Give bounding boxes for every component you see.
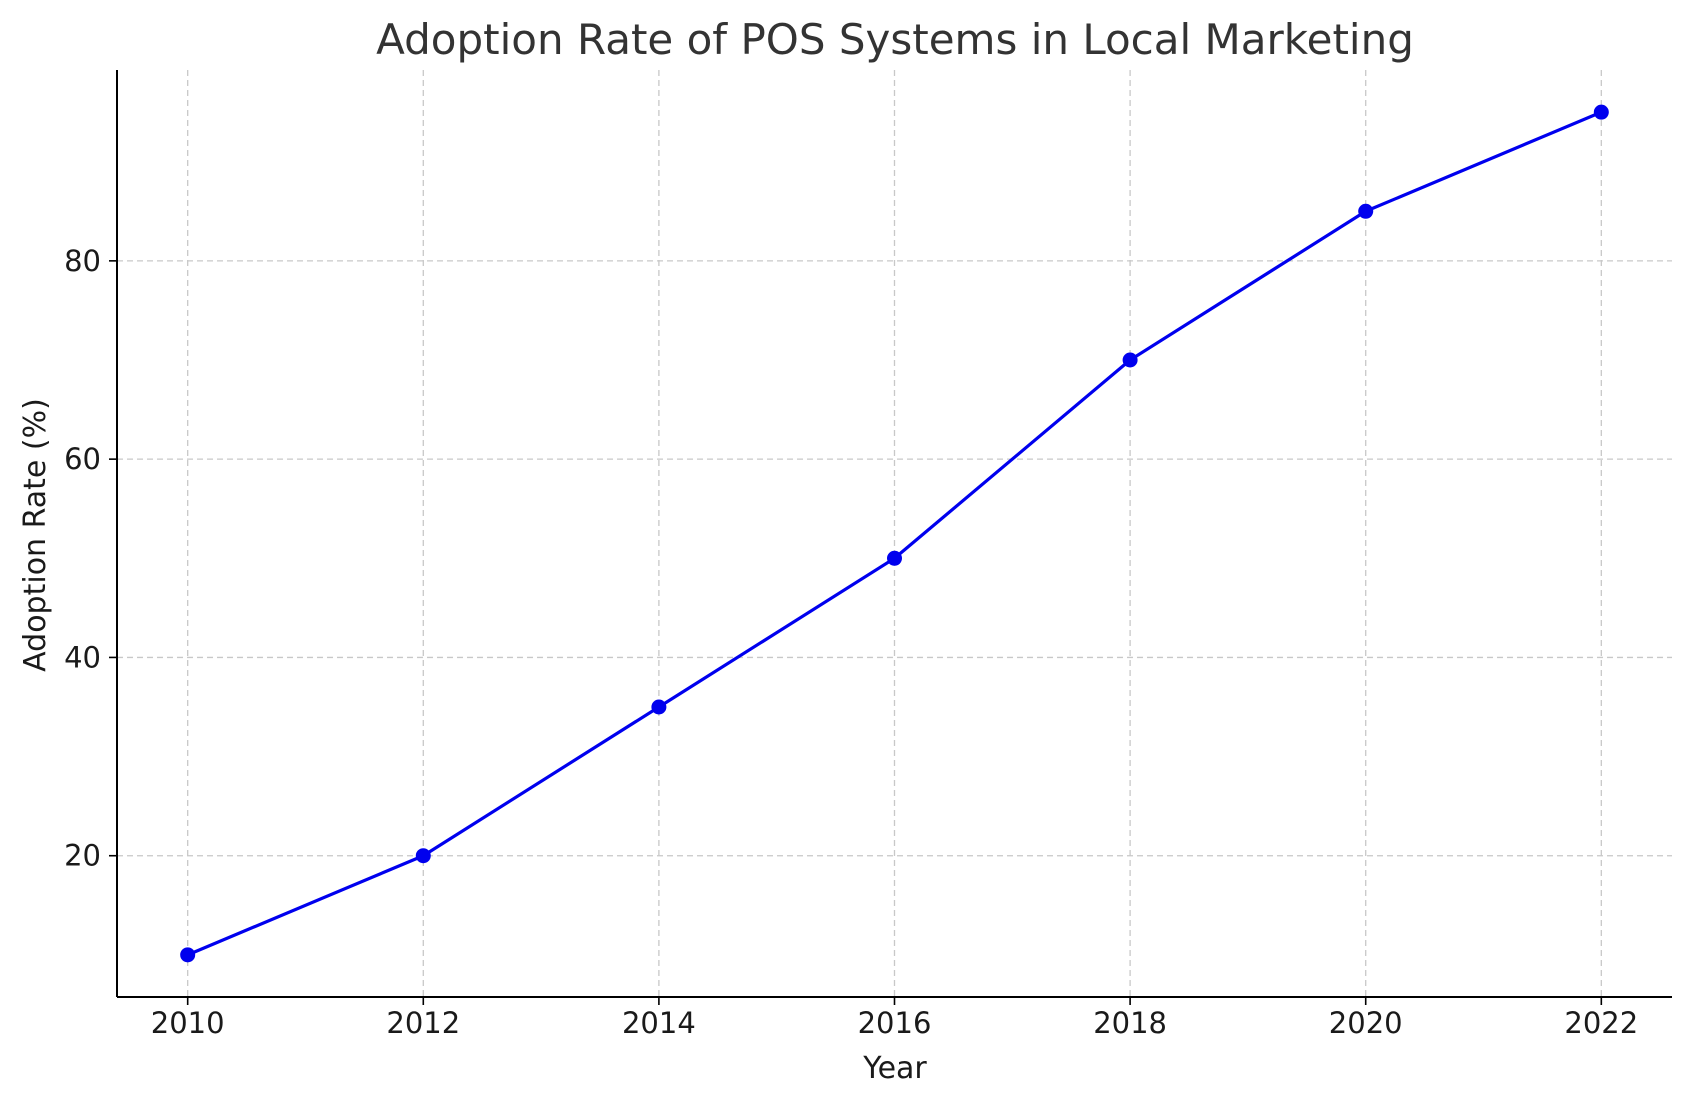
x-tick-label-2010: 2010 xyxy=(151,1006,225,1040)
x-tick-label-2018: 2018 xyxy=(1093,1006,1167,1040)
data-point-2014 xyxy=(651,699,667,715)
x-tick-label-2014: 2014 xyxy=(622,1006,696,1040)
ticks: 2010 2012 2014 2016 2018 2020 2022 20 40 60 80 xyxy=(64,244,1638,1040)
data-point-2022 xyxy=(1593,104,1609,120)
y-tick-label-20: 20 xyxy=(64,839,101,873)
y-tick-label-60: 60 xyxy=(64,442,101,476)
x-tick-label-2012: 2012 xyxy=(386,1006,460,1040)
x-tick-label-2020: 2020 xyxy=(1329,1006,1403,1040)
x-tick-label-2022: 2022 xyxy=(1564,1006,1638,1040)
y-tick-label-40: 40 xyxy=(64,640,101,674)
x-tick-label-2016: 2016 xyxy=(858,1006,932,1040)
y-axis-label: Adoption Rate (%) xyxy=(18,398,53,672)
series xyxy=(180,104,1609,963)
y-tick-label-80: 80 xyxy=(64,244,101,278)
chart-title: Adoption Rate of POS Systems in Local Ma… xyxy=(376,15,1414,64)
data-point-2012 xyxy=(415,848,431,864)
x-axis-label: Year xyxy=(862,1051,927,1086)
data-point-2020 xyxy=(1358,203,1374,219)
data-point-2018 xyxy=(1122,352,1138,368)
grid xyxy=(117,70,1672,997)
data-point-2010 xyxy=(180,947,196,963)
data-point-2016 xyxy=(887,550,902,566)
